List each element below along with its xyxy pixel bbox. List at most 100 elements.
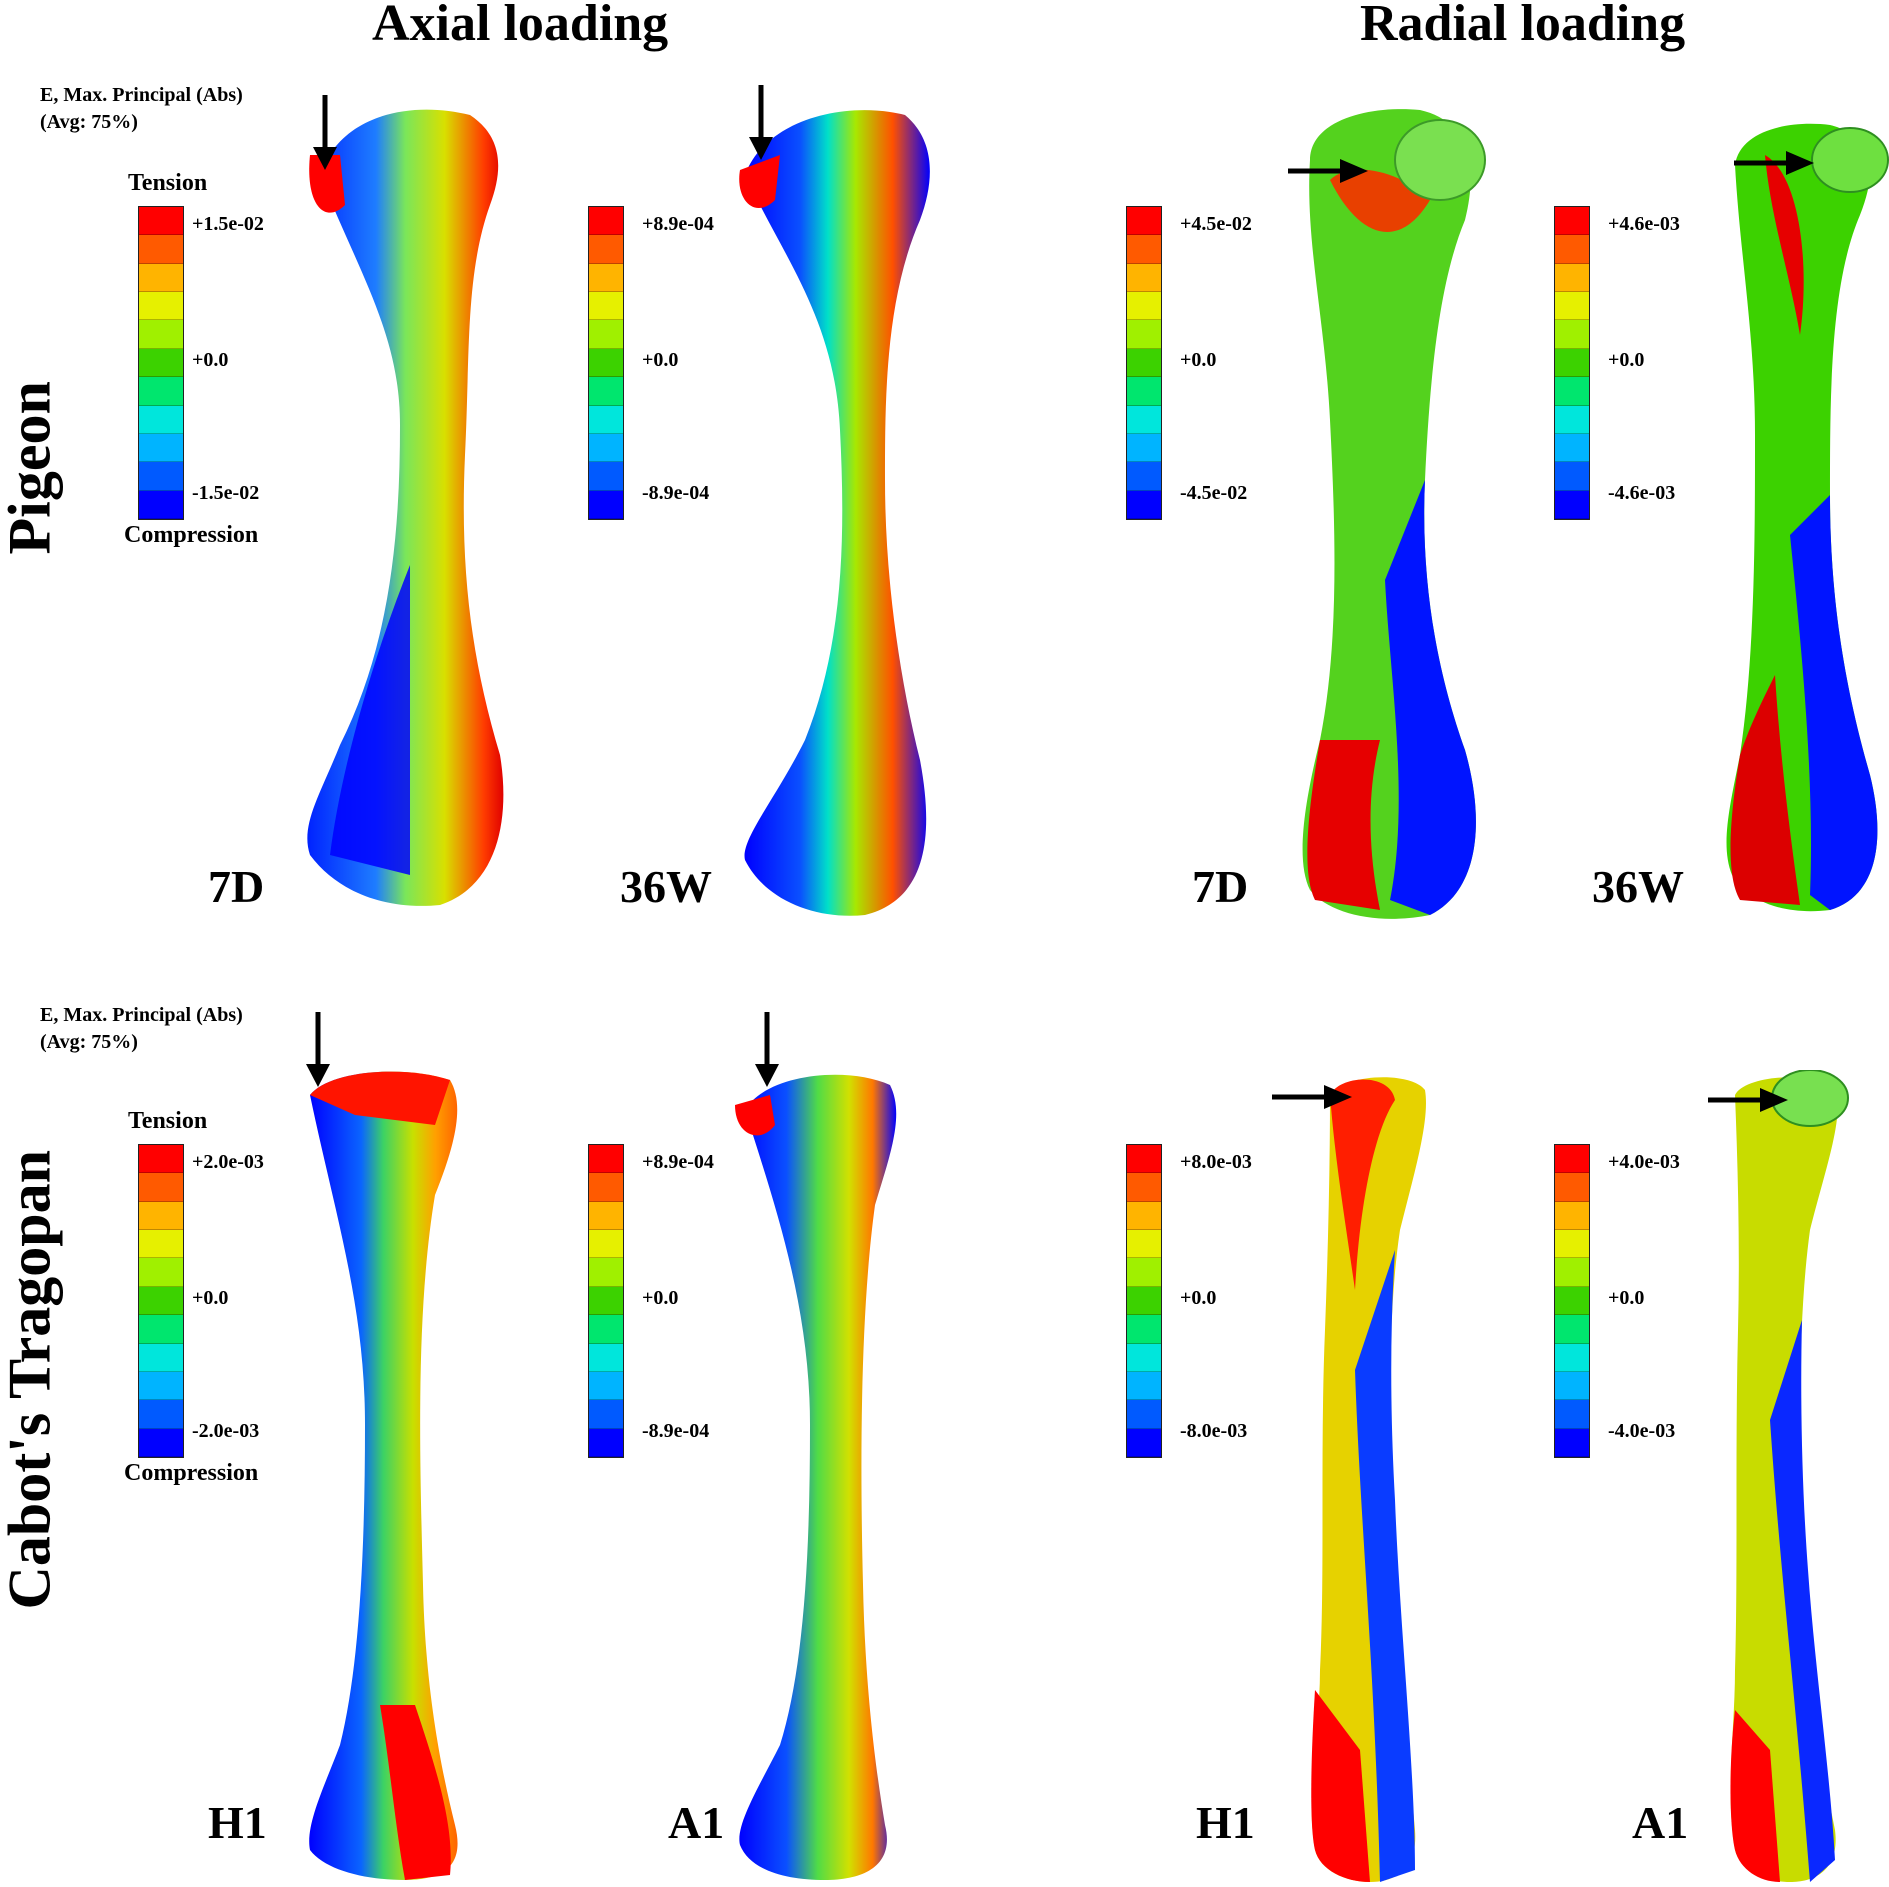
legend-color-segment [589, 405, 623, 434]
legend-color-segment [139, 405, 183, 434]
bone-strain-image [739, 110, 930, 916]
legend-color-segment [1555, 263, 1589, 293]
legend-min-value: -8.9e-04 [642, 1420, 710, 1442]
legend-color-segment [1555, 1145, 1589, 1174]
column-title-axial: Axial loading [372, 0, 669, 52]
legend-color-segment [1127, 1428, 1161, 1457]
legend-color-segment [1127, 263, 1161, 293]
color-legend-bar [138, 206, 184, 520]
legend-color-segment [139, 1230, 183, 1259]
legend-color-segment [1555, 320, 1589, 349]
legend-color-segment [139, 348, 183, 378]
legend-color-segment [139, 490, 183, 519]
legend-zero-value: +0.0 [1608, 1287, 1645, 1309]
specimen-label: 36W [620, 861, 712, 912]
specimen-label: H1 [208, 1797, 267, 1848]
legend-color-segment [1127, 1371, 1161, 1401]
legend-color-segment [589, 235, 623, 264]
legend-color-segment [139, 263, 183, 293]
legend-color-segment [589, 1173, 623, 1202]
legend-header-pigeon: E, Max. Principal (Abs) (Avg: 75%) [40, 82, 243, 136]
legend-min-value: -4.0e-03 [1608, 1420, 1676, 1442]
legend-max-value: +8.0e-03 [1180, 1151, 1252, 1173]
legend-max-value: +2.0e-03 [192, 1151, 264, 1173]
color-legend-bar [1554, 206, 1590, 520]
legend-color-segment [1555, 1343, 1589, 1372]
legend-zero-value: +0.0 [1180, 349, 1217, 371]
legend-color-segment [589, 462, 623, 491]
color-legend-bar [588, 1144, 624, 1458]
color-legend-bar [1126, 1144, 1162, 1458]
legend-min-value: -2.0e-03 [192, 1420, 260, 1442]
legend-color-segment [139, 320, 183, 349]
legend-zero-value: +0.0 [642, 349, 679, 371]
legend-color-segment [1127, 1343, 1161, 1372]
arrow-down-icon [755, 1012, 779, 1087]
legend-color-segment [1555, 292, 1589, 321]
legend-max-value: +8.9e-04 [642, 213, 714, 235]
legend-color-segment [1127, 235, 1161, 264]
arrow-down-icon [306, 1012, 330, 1087]
legend-header-tragopan: E, Max. Principal (Abs) (Avg: 75%) [40, 1002, 243, 1056]
legend-color-segment [1127, 207, 1161, 236]
legend-color-segment [139, 235, 183, 264]
legend-color-segment [589, 377, 623, 406]
arrow-down-icon [749, 85, 773, 160]
legend-color-segment [589, 1145, 623, 1174]
legend-min-value: -4.5e-02 [1180, 482, 1248, 504]
legend-min-value: -4.6e-03 [1608, 482, 1676, 504]
legend-color-segment [139, 1400, 183, 1429]
arrow-right-icon [1708, 1088, 1788, 1112]
legend-max-value: +4.6e-03 [1608, 213, 1680, 235]
legend-variable: E, Max. Principal (Abs) [40, 1004, 243, 1026]
legend-color-segment [589, 207, 623, 236]
legend-max-value: +4.0e-03 [1608, 1151, 1680, 1173]
legend-color-segment [139, 292, 183, 321]
row-title-tragopan: Cabot's Tragopan [0, 1149, 63, 1610]
legend-color-segment [1555, 1201, 1589, 1231]
legend-color-segment [589, 433, 623, 463]
legend-max-value: +1.5e-02 [192, 213, 264, 235]
legend-color-segment [1127, 433, 1161, 463]
legend-color-segment [589, 320, 623, 349]
legend-color-segment [1127, 377, 1161, 406]
legend-color-segment [1555, 1258, 1589, 1287]
bone-strain-image [1726, 123, 1889, 912]
bone-strain-image [309, 1071, 458, 1880]
legend-color-segment [1127, 1286, 1161, 1316]
legend-color-segment [1127, 1201, 1161, 1231]
legend-color-segment [139, 1201, 183, 1231]
legend-color-segment [589, 1258, 623, 1287]
row-title-pigeon: Pigeon [0, 381, 63, 555]
legend-variable: E, Max. Principal (Abs) [40, 84, 243, 106]
tension-label: Tension [128, 1108, 208, 1134]
legend-color-segment [1555, 1400, 1589, 1429]
legend-color-segment [1555, 207, 1589, 236]
legend-color-segment [1555, 377, 1589, 406]
legend-zero-value: +0.0 [192, 349, 229, 371]
legend-color-segment [1555, 462, 1589, 491]
bone-strain-image [307, 109, 504, 906]
legend-color-segment [1555, 1428, 1589, 1457]
legend-color-segment [1127, 490, 1161, 519]
legend-min-value: -8.0e-03 [1180, 1420, 1248, 1442]
arrow-down-icon [313, 95, 337, 170]
color-legend-bar [588, 206, 624, 520]
legend-color-segment [1127, 1173, 1161, 1202]
legend-color-segment [1127, 348, 1161, 378]
bone-strain-image [1311, 1077, 1426, 1882]
legend-color-segment [1555, 1173, 1589, 1202]
legend-color-segment [1555, 405, 1589, 434]
specimen-label: A1 [1632, 1797, 1689, 1848]
legend-color-segment [1127, 292, 1161, 321]
specimen-label: 7D [1192, 861, 1249, 912]
legend-color-segment [589, 1400, 623, 1429]
legend-color-segment [139, 377, 183, 406]
legend-color-segment [589, 1230, 623, 1259]
legend-color-segment [589, 292, 623, 321]
